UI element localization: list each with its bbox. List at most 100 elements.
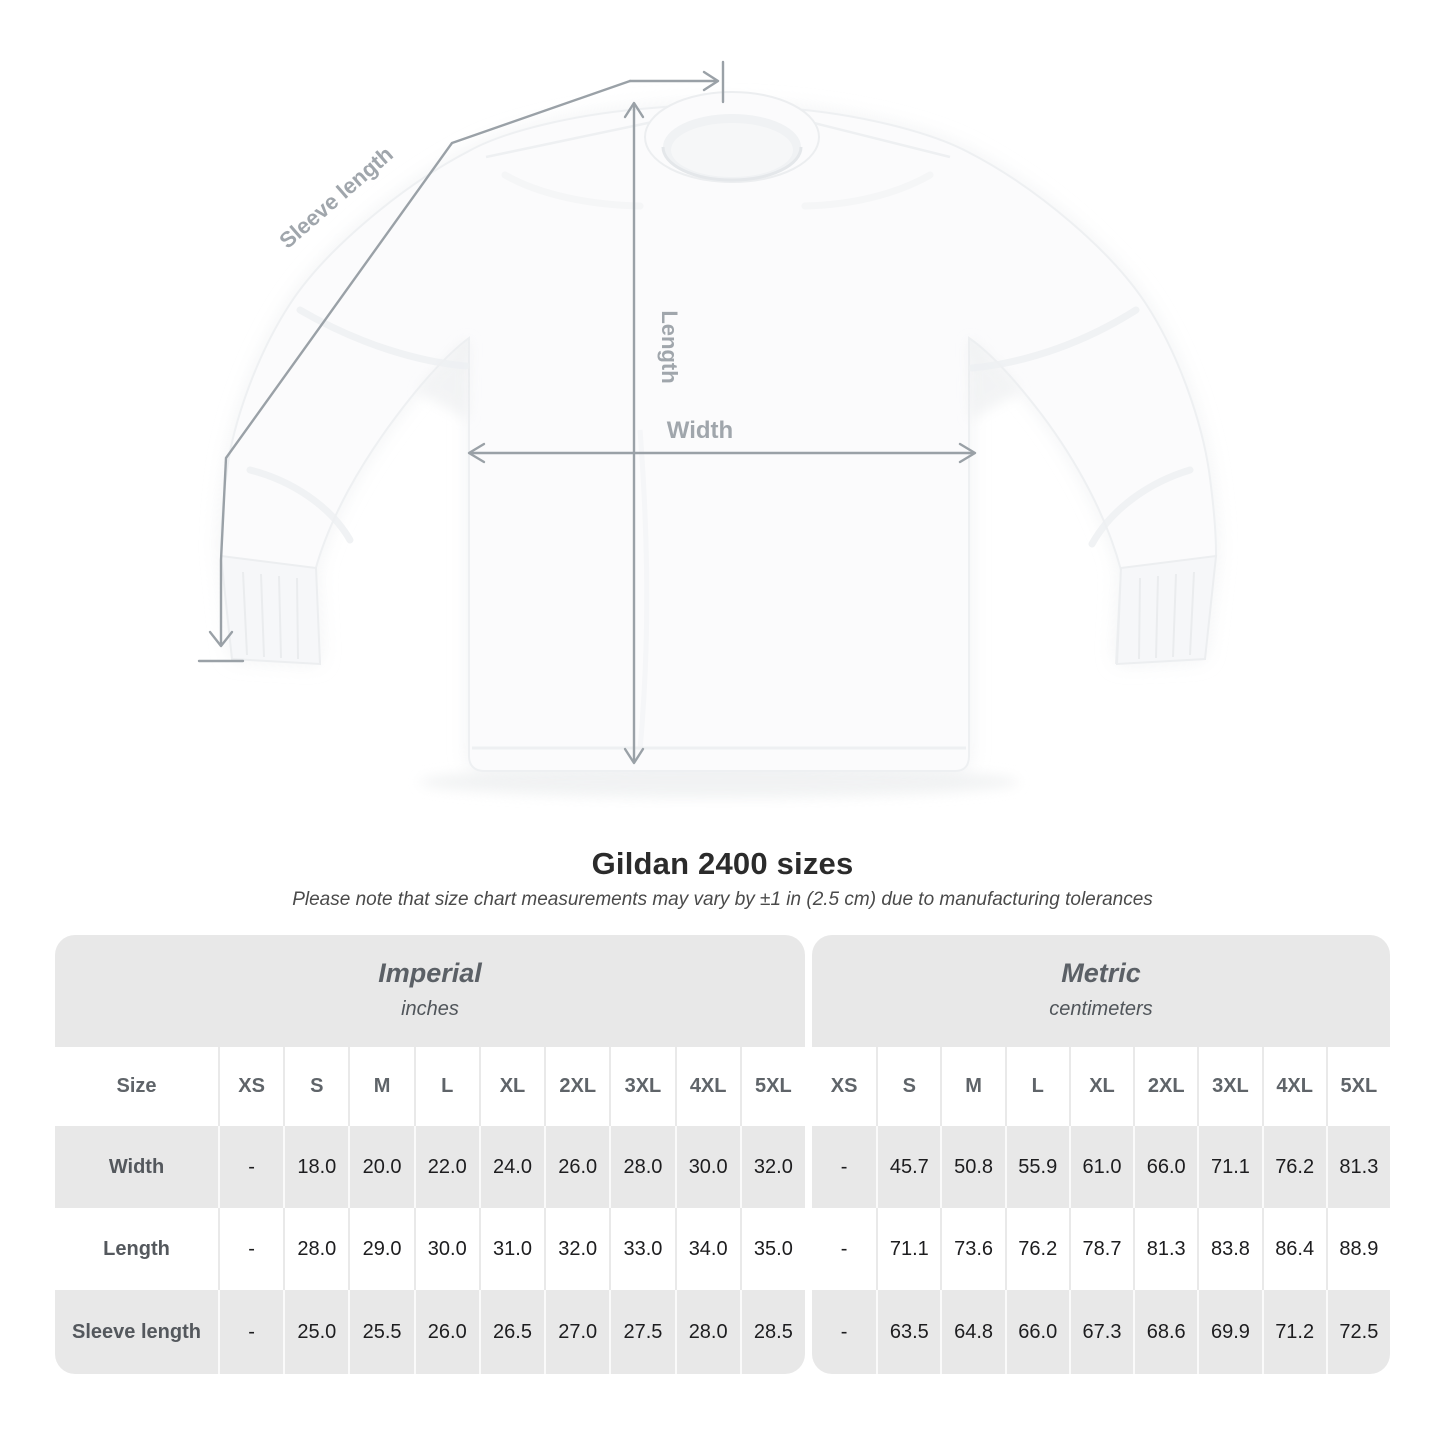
metric-value-sleeve-length-xs: - xyxy=(812,1290,877,1374)
imperial-header-band: Imperial inches xyxy=(55,935,805,1047)
imperial-value-sleeve-length-xs: - xyxy=(218,1290,284,1374)
shirt-measurement-diagram: Sleeve length Length Width xyxy=(197,60,1218,798)
imperial-value-sleeve-length-m: 25.5 xyxy=(348,1290,414,1374)
metric-value-width-5xl: 81.3 xyxy=(1325,1126,1390,1208)
size-col-xl: XL xyxy=(478,1047,545,1126)
size-col-5xl: 5XL xyxy=(739,1047,805,1126)
imperial-value-length-3xl: 33.0 xyxy=(609,1208,675,1290)
metric-value-length-5xl: 88.9 xyxy=(1325,1208,1390,1290)
imperial-value-width-s: 18.0 xyxy=(283,1126,349,1208)
size-col-s: S xyxy=(876,1047,941,1126)
size-col-l: L xyxy=(413,1047,479,1126)
metric-value-width-m: 50.8 xyxy=(940,1126,1005,1208)
imperial-value-width-m: 20.0 xyxy=(348,1126,414,1208)
imperial-value-width-l: 22.0 xyxy=(413,1126,479,1208)
width-label: Width xyxy=(667,417,733,444)
shirt-illustration xyxy=(219,91,1218,772)
metric-value-sleeve-length-2xl: 68.6 xyxy=(1133,1290,1198,1374)
size-col-m: M xyxy=(940,1047,1005,1126)
size-column-header: Size xyxy=(55,1047,218,1126)
page-title: Gildan 2400 sizes xyxy=(591,846,854,881)
length-label: Length xyxy=(657,310,682,383)
size-col-5xl: 5XL xyxy=(1325,1047,1390,1126)
metric-value-width-4xl: 76.2 xyxy=(1261,1126,1326,1208)
metric-value-sleeve-length-4xl: 71.2 xyxy=(1261,1290,1326,1374)
metric-value-length-s: 71.1 xyxy=(876,1208,941,1290)
metric-value-length-3xl: 83.8 xyxy=(1197,1208,1262,1290)
width-line xyxy=(467,442,977,464)
metric-value-width-l: 55.9 xyxy=(1004,1126,1069,1208)
imperial-value-length-xs: - xyxy=(218,1208,284,1290)
title-block: Gildan 2400 sizes Please note that size … xyxy=(0,846,1445,911)
metric-value-sleeve-length-3xl: 69.9 xyxy=(1197,1290,1262,1374)
imperial-value-sleeve-length-xl: 26.5 xyxy=(478,1290,545,1374)
imperial-value-sleeve-length-3xl: 27.5 xyxy=(609,1290,675,1374)
metric-value-sleeve-length-s: 63.5 xyxy=(876,1290,941,1374)
imperial-value-width-4xl: 30.0 xyxy=(674,1126,740,1208)
imperial-value-length-l: 30.0 xyxy=(413,1208,479,1290)
shoulder-reference-line xyxy=(628,60,725,104)
metric-value-sleeve-length-5xl: 72.5 xyxy=(1325,1290,1390,1374)
sleeve-length-line xyxy=(197,79,632,663)
imperial-value-width-5xl: 32.0 xyxy=(739,1126,805,1208)
imperial-title: Imperial xyxy=(378,957,482,988)
size-col-xl: XL xyxy=(1068,1047,1134,1126)
size-col-xs: XS xyxy=(812,1047,877,1126)
size-col-3xl: 3XL xyxy=(609,1047,675,1126)
imperial-value-length-m: 29.0 xyxy=(348,1208,414,1290)
size-col-m: M xyxy=(348,1047,414,1126)
row-label-length: Length xyxy=(55,1208,218,1290)
metric-unit: centimeters xyxy=(1049,997,1153,1020)
size-col-l: L xyxy=(1004,1047,1069,1126)
imperial-value-sleeve-length-5xl: 28.5 xyxy=(739,1290,805,1374)
imperial-value-length-2xl: 32.0 xyxy=(544,1208,610,1290)
imperial-panel: Imperial inches Size XS S M L XL 2XL 3XL 4XL 5XL W… xyxy=(55,935,805,1374)
size-col-4xl: 4XL xyxy=(1261,1047,1326,1126)
metric-value-width-2xl: 66.0 xyxy=(1133,1126,1198,1208)
imperial-unit: inches xyxy=(401,997,459,1020)
size-col-4xl: 4XL xyxy=(674,1047,740,1126)
length-line xyxy=(623,101,645,765)
metric-title: Metric xyxy=(1061,957,1141,988)
metric-value-width-3xl: 71.1 xyxy=(1197,1126,1262,1208)
metric-value-sleeve-length-xl: 67.3 xyxy=(1068,1290,1134,1374)
imperial-value-length-xl: 31.0 xyxy=(478,1208,545,1290)
imperial-value-length-4xl: 34.0 xyxy=(674,1208,740,1290)
metric-value-width-s: 45.7 xyxy=(876,1126,941,1208)
metric-value-sleeve-length-l: 66.0 xyxy=(1004,1290,1069,1374)
metric-value-length-4xl: 86.4 xyxy=(1261,1208,1326,1290)
metric-value-length-xs: - xyxy=(812,1208,877,1290)
imperial-value-length-s: 28.0 xyxy=(283,1208,349,1290)
imperial-value-sleeve-length-2xl: 27.0 xyxy=(544,1290,610,1374)
size-table: Imperial inches Size XS S M L XL 2XL 3XL 4XL 5XL W… xyxy=(55,935,1390,1374)
imperial-value-width-xs: - xyxy=(218,1126,284,1208)
metric-value-length-xl: 78.7 xyxy=(1068,1208,1134,1290)
row-label-sleeve-length: Sleeve length xyxy=(55,1290,218,1374)
row-label-width: Width xyxy=(55,1126,218,1208)
metric-value-width-xs: - xyxy=(812,1126,877,1208)
imperial-value-sleeve-length-l: 26.0 xyxy=(413,1290,479,1374)
metric-panel: Metric centimeters XS S M L XL 2XL 3XL 4XL 5XL -4… xyxy=(812,935,1390,1374)
metric-value-width-xl: 61.0 xyxy=(1068,1126,1134,1208)
metric-value-length-2xl: 81.3 xyxy=(1133,1208,1198,1290)
size-col-2xl: 2XL xyxy=(1133,1047,1198,1126)
size-col-2xl: 2XL xyxy=(544,1047,610,1126)
metric-header-band: Metric centimeters xyxy=(812,935,1390,1047)
right-cuff xyxy=(1115,554,1218,666)
imperial-value-width-xl: 24.0 xyxy=(478,1126,545,1208)
size-col-xs: XS xyxy=(218,1047,284,1126)
metric-value-length-m: 73.6 xyxy=(940,1208,1005,1290)
tolerance-note: Please note that size chart measurements… xyxy=(292,889,1153,910)
imperial-value-width-3xl: 28.0 xyxy=(609,1126,675,1208)
imperial-value-length-5xl: 35.0 xyxy=(739,1208,805,1290)
metric-value-sleeve-length-m: 64.8 xyxy=(940,1290,1005,1374)
imperial-value-sleeve-length-4xl: 28.0 xyxy=(674,1290,740,1374)
size-col-3xl: 3XL xyxy=(1197,1047,1262,1126)
metric-value-length-l: 76.2 xyxy=(1004,1208,1069,1290)
collar xyxy=(644,91,820,183)
size-col-s: S xyxy=(283,1047,349,1126)
left-cuff xyxy=(219,554,322,666)
measurement-lines xyxy=(197,60,977,765)
imperial-value-width-2xl: 26.0 xyxy=(544,1126,610,1208)
